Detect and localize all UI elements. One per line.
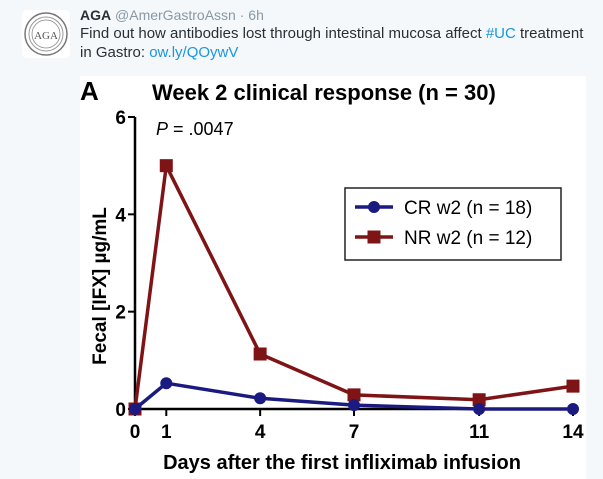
data-point-nr xyxy=(347,388,361,402)
series-line-nr xyxy=(133,159,574,410)
avatar-text: AGA xyxy=(34,30,58,42)
text-middle: treatment in Gastro: xyxy=(80,25,584,61)
series-line-cr xyxy=(133,381,573,411)
x-tick-label: 4 xyxy=(255,422,266,443)
legend-marker-nr xyxy=(367,230,381,244)
x-tick-label: 0 xyxy=(130,422,141,443)
data-point-cr xyxy=(567,403,579,415)
author-handle[interactable]: @AmerGastroAssn xyxy=(115,7,236,23)
tweet-text: Find out how antibodies lost through int… xyxy=(80,24,595,62)
y-tick-label: 0 xyxy=(115,400,126,421)
chart: A Week 2 clinical response (n = 30) P = … xyxy=(80,76,584,474)
hashtag-link[interactable]: #UC xyxy=(485,25,516,42)
chart-title: Week 2 clinical response (n = 30) xyxy=(152,80,496,105)
author-name[interactable]: AGA xyxy=(80,7,112,23)
y-tick-label: 2 xyxy=(115,303,126,324)
y-tick-label: 4 xyxy=(115,205,126,226)
data-point-cr xyxy=(348,399,360,412)
series-group xyxy=(128,159,580,416)
data-point-nr xyxy=(159,159,173,173)
avatar[interactable]: AGA xyxy=(22,10,70,58)
legend-items: CR w2 (n = 18) NR w2 (n = 12) xyxy=(355,198,532,249)
p-value: = .0047 xyxy=(168,119,234,139)
tweet-media[interactable]: A Week 2 clinical response (n = 30) P = … xyxy=(80,76,586,479)
timestamp[interactable]: 6h xyxy=(248,7,264,23)
legend-box xyxy=(344,187,562,261)
data-point-nr xyxy=(472,393,486,407)
data-point-cr xyxy=(473,403,486,415)
aga-logo-icon: AGA xyxy=(24,12,68,56)
y-axis-label: Fecal [IFX] µg/mL xyxy=(90,207,111,365)
tweet-header: AGA @AmerGastroAssn · 6h xyxy=(80,6,264,24)
data-point-cr xyxy=(254,392,267,405)
data-point-nr xyxy=(253,347,267,361)
text-before: Find out how antibodies lost through int… xyxy=(80,25,486,42)
data-point-nr xyxy=(566,379,580,393)
x-axis-label: Days after the first infliximab infusion xyxy=(163,452,521,474)
y-tick-label: 6 xyxy=(115,108,126,129)
x-tick-label: 11 xyxy=(469,422,490,443)
legend-marker-cr xyxy=(368,201,380,213)
legend: CR w2 (n = 18) NR w2 (n = 12) xyxy=(344,187,562,261)
panel-label: A xyxy=(80,76,99,106)
p-label: P xyxy=(156,119,168,139)
data-point-cr xyxy=(160,377,173,390)
x-tick-label: 14 xyxy=(562,422,584,443)
legend-label-cr: CR w2 (n = 18) xyxy=(404,198,532,219)
legend-label-nr: NR w2 (n = 12) xyxy=(404,228,532,249)
separator: · xyxy=(239,7,245,23)
x-tick-label: 1 xyxy=(161,422,172,443)
p-value-annotation: P = .0047 xyxy=(156,119,234,139)
x-tick-label: 7 xyxy=(349,422,360,443)
data-point-cr xyxy=(129,403,141,415)
url-link[interactable]: ow.ly/QOywV xyxy=(149,44,239,61)
